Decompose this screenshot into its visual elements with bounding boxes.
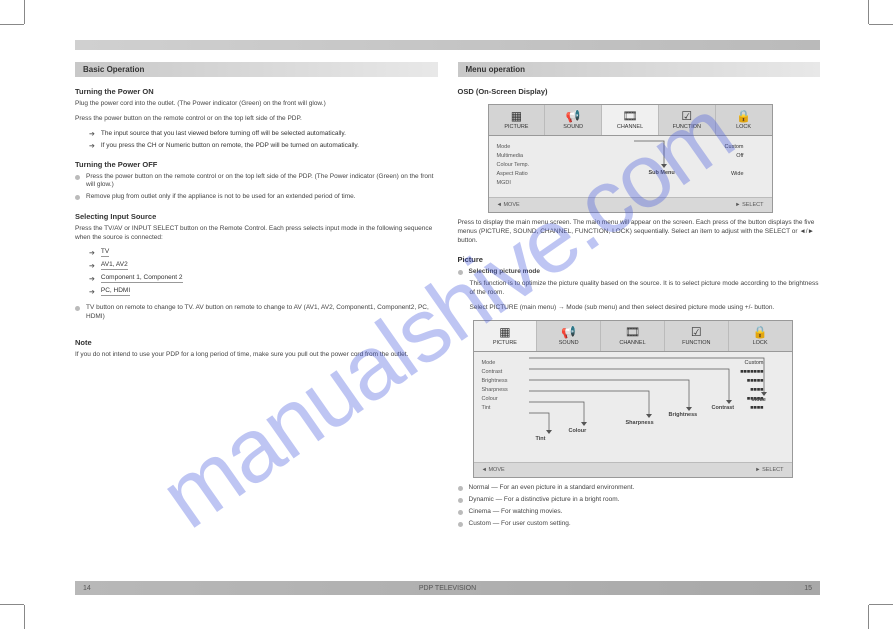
subheading-input-source: Selecting Input Source xyxy=(75,212,438,221)
osd-row: Contrast■■■■■■■ xyxy=(482,369,784,375)
bullet-dot-icon xyxy=(458,486,463,491)
body-text: Press to display the main menu screen. T… xyxy=(458,219,821,245)
osd-tabs: ▦PICTURE 📢SOUND 🎞CHANNEL ☑FUNCTION 🔒LOCK xyxy=(474,321,792,352)
body-text: Select PICTURE (main menu) → Mode (sub m… xyxy=(470,304,821,313)
osd-panel-2: ▦PICTURE 📢SOUND 🎞CHANNEL ☑FUNCTION 🔒LOCK… xyxy=(473,320,793,478)
osd-tab-picture: ▦PICTURE xyxy=(489,105,546,135)
crop-mark xyxy=(0,24,24,25)
mode-bullet: Cinema — For watching movies. xyxy=(458,508,821,517)
osd-row: ModeCustom xyxy=(497,144,764,150)
osd-callout: Mode xyxy=(752,397,766,403)
crop-mark xyxy=(0,604,24,605)
crop-mark xyxy=(24,0,25,24)
bullet-dot-icon xyxy=(75,306,80,311)
body-text: If you do not intend to use your PDP for… xyxy=(75,351,438,360)
bullet: Press the power button on the remote con… xyxy=(75,173,438,191)
function-icon: ☑ xyxy=(691,326,702,338)
bullet: Selecting picture mode xyxy=(458,268,821,277)
osd-row: MultimediaOff xyxy=(497,153,764,159)
channel-icon: 🎞 xyxy=(622,110,637,122)
picture-icon: ▦ xyxy=(499,326,510,338)
osd-row: MGDI xyxy=(497,180,764,186)
footer-bar: 14 PDP TELEVISION 15 xyxy=(75,581,820,595)
lock-icon: 🔒 xyxy=(753,326,768,338)
sound-icon: 📢 xyxy=(561,326,576,338)
osd-row: Sharpness■■■■ xyxy=(482,387,784,393)
mode-bullet: Custom — For user custom setting. xyxy=(458,520,821,529)
osd-body: ModeCustom Contrast■■■■■■■ Brightness■■■… xyxy=(474,352,792,462)
osd-footer: ◄ MOVE ► SELECT xyxy=(474,462,792,477)
input-option: PC, HDMI xyxy=(89,287,438,296)
osd-footer: ◄ MOVE ► SELECT xyxy=(489,197,772,212)
osd-body: ModeCustom MultimediaOff Colour Temp. As… xyxy=(489,136,772,197)
osd-tab-lock: 🔒LOCK xyxy=(716,105,772,135)
picture-icon: ▦ xyxy=(511,110,522,122)
function-icon: ☑ xyxy=(681,110,692,122)
section-title-right: Menu operation xyxy=(458,62,821,77)
osd-tab-function: ☑FUNCTION xyxy=(659,105,716,135)
crop-mark xyxy=(24,605,25,629)
input-option: AV1, AV2 xyxy=(89,261,438,270)
osd-panel-1: ▦PICTURE 📢SOUND 🎞CHANNEL ☑FUNCTION 🔒LOCK… xyxy=(488,104,773,213)
bullet: Remove plug from outlet only if the appl… xyxy=(75,193,438,202)
osd-callout: Tint xyxy=(536,436,546,442)
bullet: TV button on remote to change to TV. AV … xyxy=(75,304,438,322)
bullet-dot-icon xyxy=(458,270,463,275)
osd-tab-sound: 📢SOUND xyxy=(537,321,601,351)
page-number-left: 14 xyxy=(83,585,91,592)
bullet-dot-icon xyxy=(75,195,80,200)
osd-callout: Sharpness xyxy=(626,420,654,426)
osd-tab-function: ☑FUNCTION xyxy=(665,321,729,351)
input-option: TV xyxy=(89,248,438,257)
left-column: Basic Operation Turning the Power ON Plu… xyxy=(75,62,438,531)
channel-icon: 🎞 xyxy=(625,326,640,338)
bullet-dot-icon xyxy=(458,498,463,503)
body-text: Press the power button on the remote con… xyxy=(75,115,438,124)
crop-mark xyxy=(868,605,869,629)
section-title-left: Basic Operation xyxy=(75,62,438,77)
bullet-dot-icon xyxy=(458,522,463,527)
sound-icon: 📢 xyxy=(566,110,581,122)
page-content: Basic Operation Turning the Power ON Plu… xyxy=(75,40,820,595)
footer-title: PDP TELEVISION xyxy=(419,585,476,592)
osd-row: Colour■■■■■ xyxy=(482,396,784,402)
lock-icon: 🔒 xyxy=(736,110,751,122)
crop-mark xyxy=(869,24,893,25)
input-option: Component 1, Component 2 xyxy=(89,274,438,283)
osd-callout: Brightness xyxy=(669,412,698,418)
osd-row: Aspect RatioWide xyxy=(497,171,764,177)
right-column: Menu operation OSD (On-Screen Display) ▦… xyxy=(458,62,821,531)
page-number-right: 15 xyxy=(804,585,812,592)
osd-tab-lock: 🔒LOCK xyxy=(729,321,792,351)
osd-tab-channel: 🎞CHANNEL xyxy=(602,105,659,135)
header-bar xyxy=(75,40,820,50)
osd-row: Tint■■■■ xyxy=(482,405,784,411)
subheading-picture: Picture xyxy=(458,255,821,264)
osd-callout: Colour xyxy=(569,428,587,434)
body-text: Press the TV/AV or INPUT SELECT button o… xyxy=(75,225,438,243)
mode-bullet: Normal — For an even picture in a standa… xyxy=(458,484,821,493)
osd-row: Brightness■■■■■ xyxy=(482,378,784,384)
osd-row: ModeCustom xyxy=(482,360,784,366)
mode-bullet: Dynamic — For a distinctive picture in a… xyxy=(458,496,821,505)
note-arrow: The input source that you last viewed be… xyxy=(89,130,438,138)
osd-tab-sound: 📢SOUND xyxy=(545,105,602,135)
subheading-note: Note xyxy=(75,338,438,347)
subheading-osd: OSD (On-Screen Display) xyxy=(458,87,821,96)
osd-callout: Sub Menu xyxy=(649,170,675,176)
body-text: Plug the power cord into the outlet. (Th… xyxy=(75,100,438,109)
osd-tab-picture: ▦PICTURE xyxy=(474,321,538,351)
osd-callout: Contrast xyxy=(712,405,735,411)
osd-row: Colour Temp. xyxy=(497,162,764,168)
bullet-dot-icon xyxy=(458,510,463,515)
crop-mark xyxy=(869,604,893,605)
subheading-power-on: Turning the Power ON xyxy=(75,87,438,96)
osd-tabs: ▦PICTURE 📢SOUND 🎞CHANNEL ☑FUNCTION 🔒LOCK xyxy=(489,105,772,136)
subheading-power-off: Turning the Power OFF xyxy=(75,160,438,169)
crop-mark xyxy=(868,0,869,24)
osd-tab-channel: 🎞CHANNEL xyxy=(601,321,665,351)
body-text: This function is to optimize the picture… xyxy=(470,280,821,298)
note-arrow: If you press the CH or Numeric button on… xyxy=(89,142,438,150)
bullet-dot-icon xyxy=(75,175,80,180)
